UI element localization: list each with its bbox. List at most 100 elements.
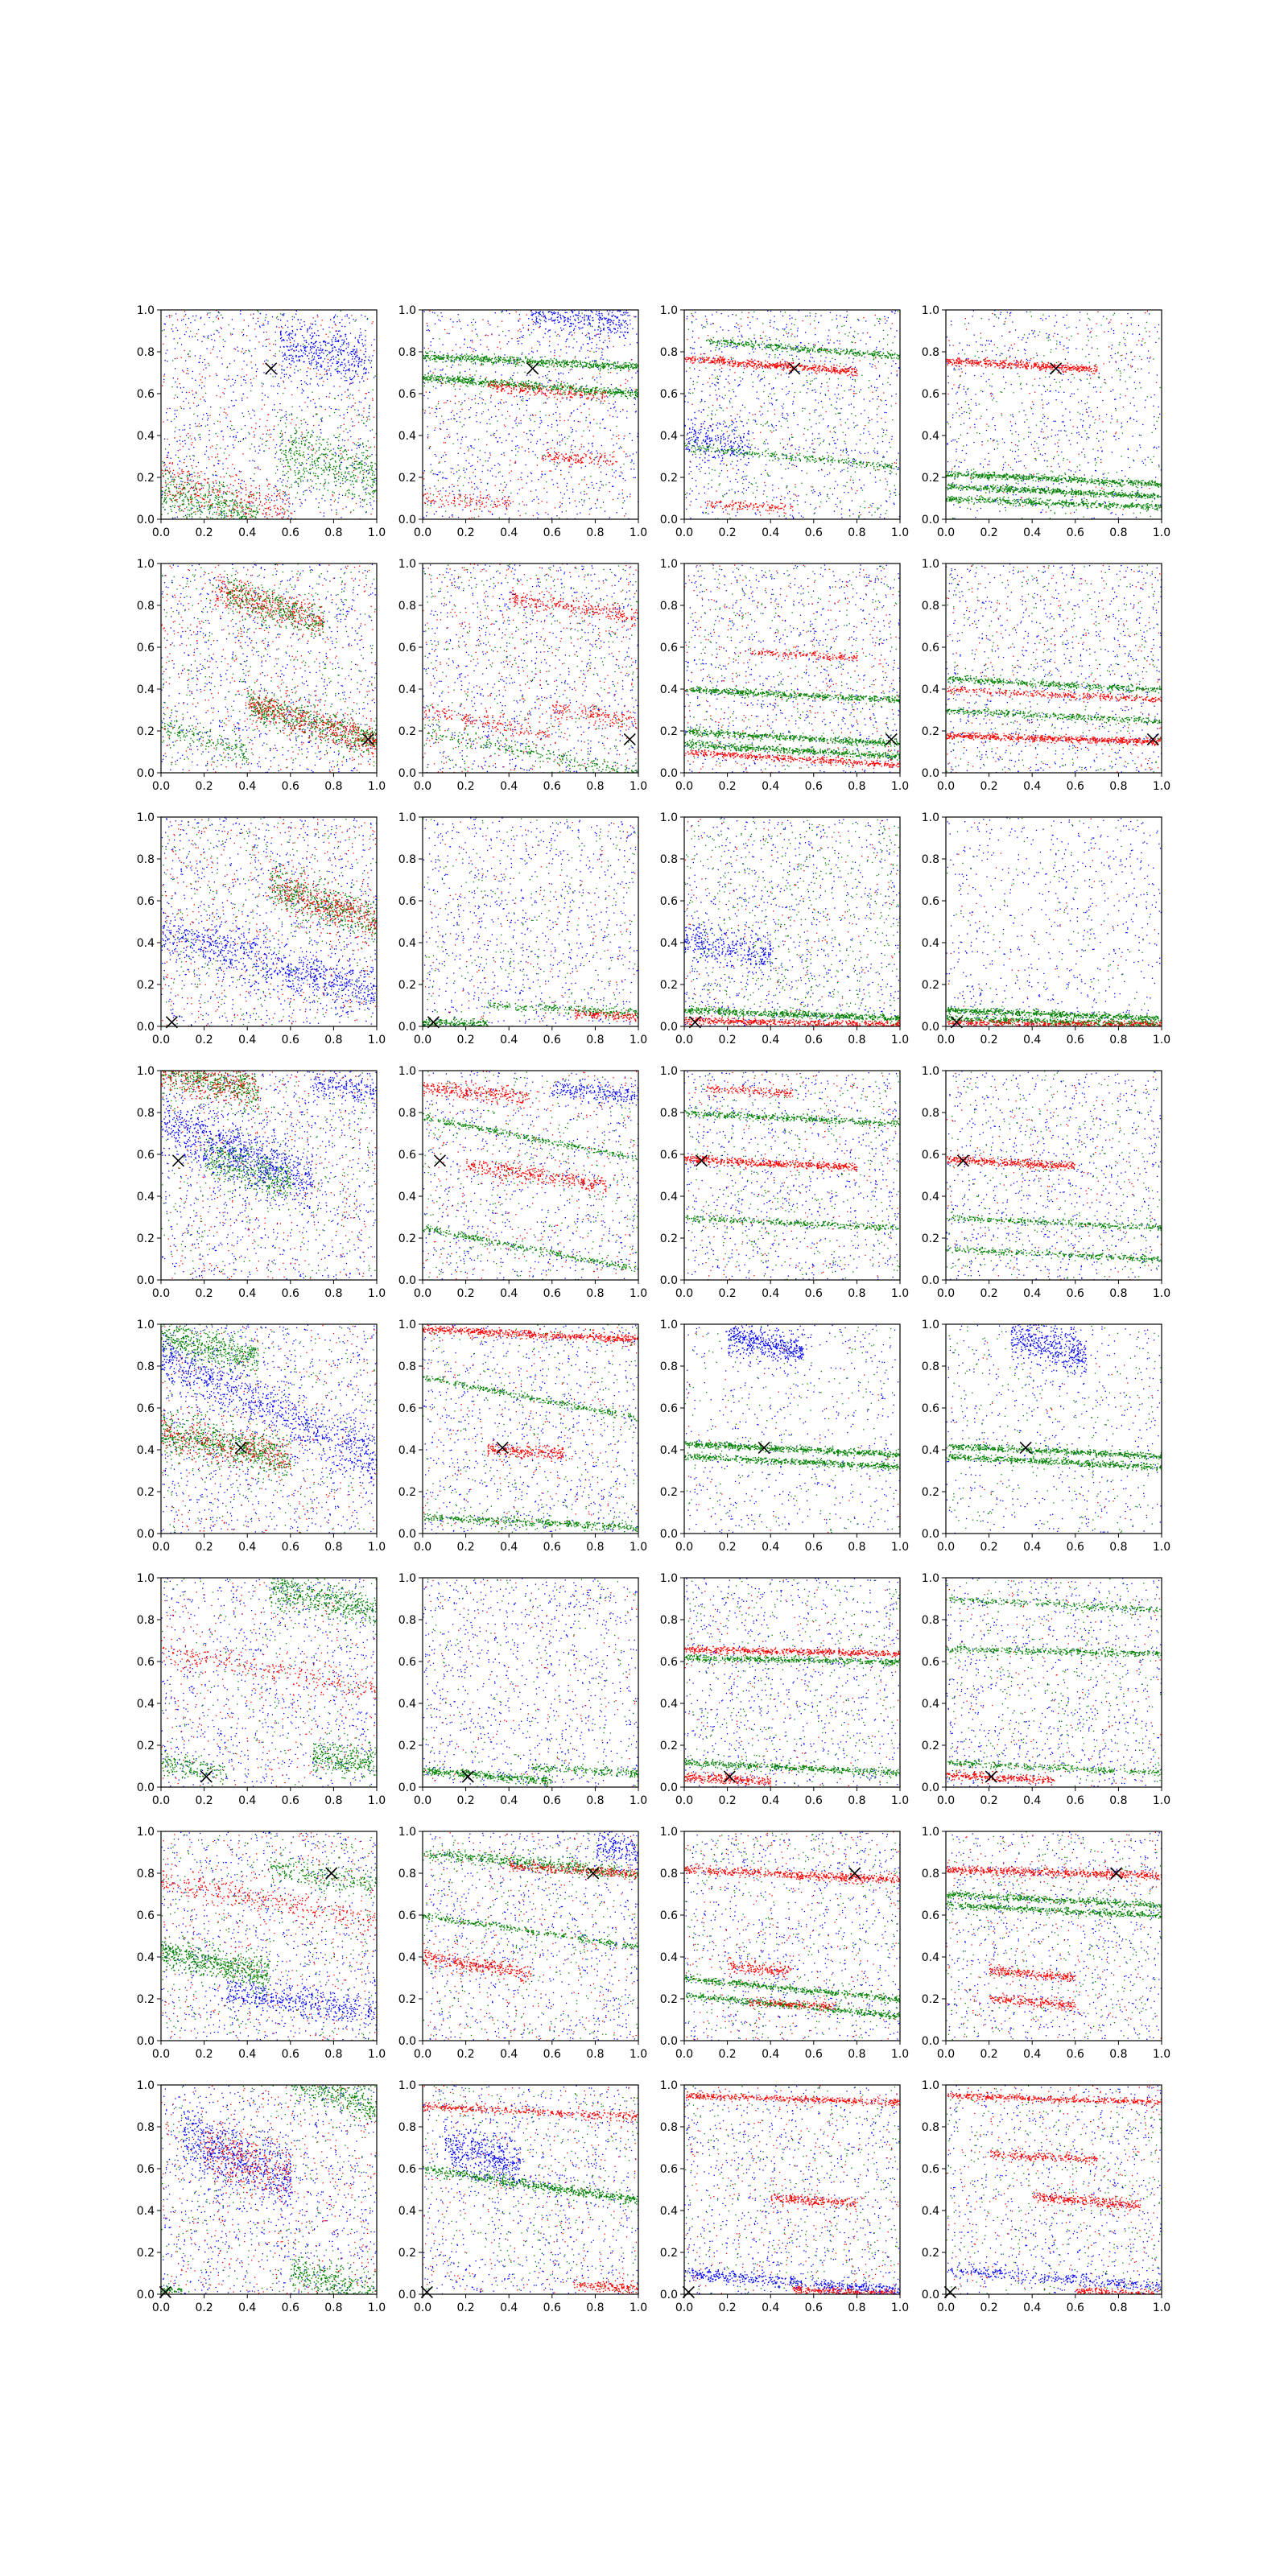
point xyxy=(353,467,354,468)
point xyxy=(537,464,538,465)
point xyxy=(223,339,224,340)
point xyxy=(164,497,165,498)
point xyxy=(328,370,329,371)
point xyxy=(607,311,608,312)
point xyxy=(191,487,192,488)
point xyxy=(488,409,489,410)
point xyxy=(546,318,547,319)
point xyxy=(516,436,517,437)
point xyxy=(555,369,556,370)
point xyxy=(585,357,586,358)
point xyxy=(293,358,294,359)
point xyxy=(267,414,268,415)
point xyxy=(363,345,364,346)
point xyxy=(634,364,635,365)
point xyxy=(234,500,235,501)
point xyxy=(310,479,311,480)
point xyxy=(511,405,512,406)
point xyxy=(231,513,232,514)
point xyxy=(424,348,425,349)
point xyxy=(294,464,295,465)
point xyxy=(304,471,305,472)
point xyxy=(361,378,362,379)
point xyxy=(493,435,494,436)
point xyxy=(178,488,179,489)
point xyxy=(515,461,516,462)
point xyxy=(629,369,630,370)
point xyxy=(177,330,178,331)
point xyxy=(324,374,325,375)
point xyxy=(547,374,548,375)
point xyxy=(365,492,366,493)
point xyxy=(613,407,614,408)
point xyxy=(542,362,543,363)
point xyxy=(329,393,330,394)
point xyxy=(220,505,221,506)
point xyxy=(337,502,338,503)
point xyxy=(363,446,364,447)
point xyxy=(267,485,268,486)
point xyxy=(312,355,313,356)
point xyxy=(361,361,362,362)
point xyxy=(194,438,195,439)
point xyxy=(250,361,251,362)
point xyxy=(284,388,285,389)
point xyxy=(326,453,327,454)
point xyxy=(171,511,172,512)
point xyxy=(288,337,289,338)
point xyxy=(250,390,251,391)
point xyxy=(297,343,298,344)
point xyxy=(272,376,273,377)
point xyxy=(260,469,261,470)
point xyxy=(318,507,319,508)
point xyxy=(609,328,610,329)
point xyxy=(259,426,260,427)
point xyxy=(186,506,187,507)
point xyxy=(478,516,479,517)
point xyxy=(456,472,457,473)
point xyxy=(327,442,328,443)
point xyxy=(186,456,187,457)
point xyxy=(224,412,225,413)
point xyxy=(226,500,227,501)
point xyxy=(575,356,576,357)
point xyxy=(289,503,290,504)
point xyxy=(275,453,276,454)
point xyxy=(538,514,539,515)
point xyxy=(479,359,480,360)
point xyxy=(297,387,298,388)
point xyxy=(472,359,473,360)
point xyxy=(320,348,321,349)
point xyxy=(368,440,369,441)
point xyxy=(330,499,331,500)
point xyxy=(514,462,515,463)
point xyxy=(590,452,591,453)
point xyxy=(579,351,580,352)
point xyxy=(221,515,222,516)
point xyxy=(185,360,186,361)
point xyxy=(327,350,328,351)
point xyxy=(372,491,373,492)
point xyxy=(536,443,537,444)
point xyxy=(558,344,559,345)
point xyxy=(447,400,448,401)
point xyxy=(573,440,574,441)
point xyxy=(348,362,349,363)
point xyxy=(280,498,281,499)
point xyxy=(559,462,560,463)
point xyxy=(555,393,556,394)
point xyxy=(262,434,263,435)
point xyxy=(182,481,183,482)
point xyxy=(328,482,329,483)
point xyxy=(430,488,431,489)
point xyxy=(612,476,613,477)
point xyxy=(200,511,201,512)
point xyxy=(341,326,342,327)
point xyxy=(177,397,178,398)
point xyxy=(346,454,347,455)
point xyxy=(550,329,551,330)
point xyxy=(596,400,597,401)
point xyxy=(496,361,497,362)
point xyxy=(230,484,231,485)
point xyxy=(504,354,505,355)
